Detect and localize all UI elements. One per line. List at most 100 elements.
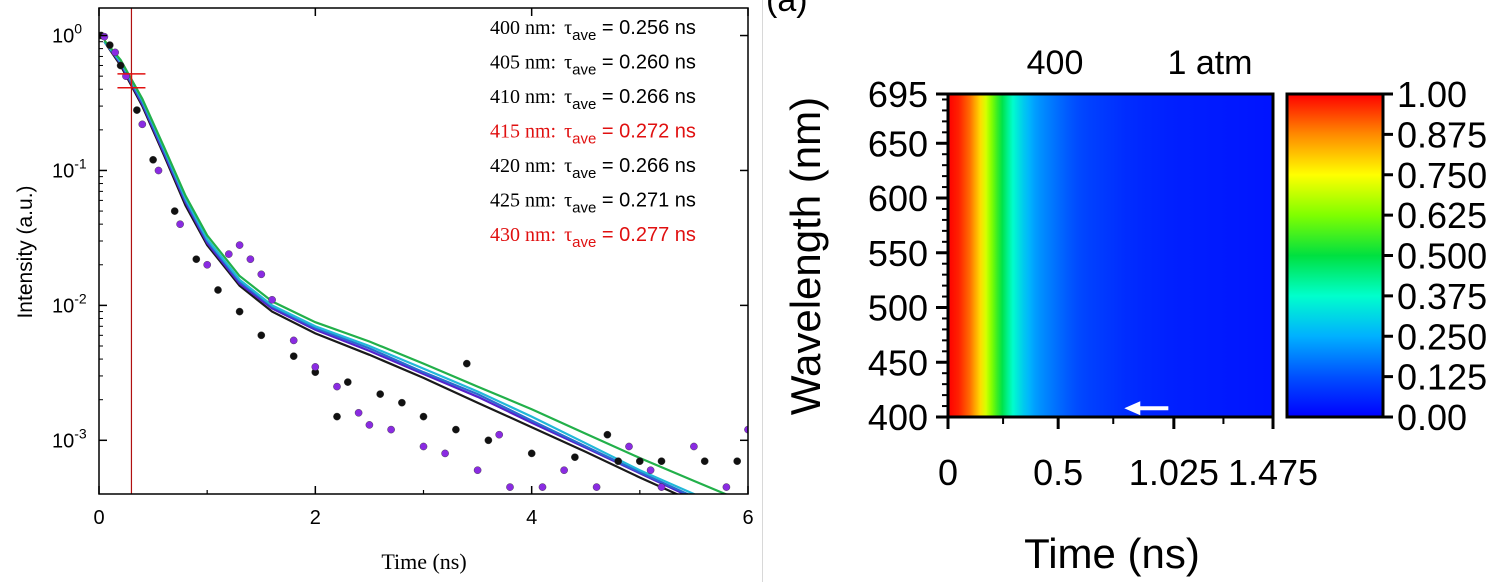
annotation-wavelength: 400 nm: — [490, 17, 556, 39]
fit-curve-0 — [103, 41, 680, 494]
scatter-point-s1 — [441, 449, 449, 458]
scatter-point-s0 — [343, 378, 352, 386]
colorbar — [1285, 92, 1385, 419]
header-left: 400 — [1027, 44, 1084, 82]
heatmap-y-tick-label: 695 — [868, 74, 928, 115]
scatter-point-s0 — [700, 457, 709, 466]
corner-label: (a) — [766, 0, 808, 19]
annotation-tau-symbol: τ — [564, 155, 572, 177]
scatter-point-s0 — [149, 155, 157, 164]
scatter-point-s0 — [170, 207, 179, 215]
scatter-point-s0 — [452, 425, 460, 434]
right-y-axis-label: Wavelength (nm) — [782, 97, 829, 415]
x-tick-label: 0 — [93, 507, 104, 529]
annotation-value: = 0.272 ns — [596, 121, 696, 143]
tau-annotation: 425 nm: τave = 0.271 ns — [490, 190, 696, 217]
scatter-point-s1 — [354, 408, 363, 417]
scatter-point-s1 — [224, 250, 233, 258]
scatter-point-s0 — [376, 390, 385, 398]
scatter-point-s0 — [657, 457, 666, 466]
scatter-point-s0 — [333, 412, 341, 421]
colorbar-tick-label: 0.500 — [1397, 236, 1487, 277]
scatter-point-s0 — [733, 457, 742, 466]
scatter-point-s0 — [419, 412, 428, 421]
scatter-point-s1 — [333, 382, 341, 391]
annotation-tau-symbol: τ — [564, 86, 572, 108]
left-y-axis-label: Intensity (a.u.) — [14, 185, 37, 318]
annotation-subscript: ave — [572, 96, 596, 113]
y-tick-label: 10-1 — [52, 155, 87, 182]
left-x-axis-label: Time (ns) — [381, 549, 466, 574]
scatter-point-s0 — [571, 453, 579, 462]
y-tick-label: 10-3 — [52, 425, 87, 452]
annotation-value: = 0.260 ns — [596, 52, 696, 74]
annotation-tau-symbol: τ — [564, 121, 572, 143]
x-tick-label: 6 — [742, 507, 753, 529]
right-chart: (a) 400 1 atm 0 0.5 1.025 1.475 400 450 500 550… — [766, 0, 1487, 577]
heatmap-y-tick-label: 650 — [868, 123, 928, 164]
heatmap-x-tick-label: 0 — [938, 452, 958, 493]
colorbar-tick-label: 0.00 — [1397, 397, 1467, 438]
annotation-subscript: ave — [572, 27, 596, 44]
scatter-point-s0 — [484, 436, 493, 445]
scatter-point-s0 — [133, 106, 141, 114]
scatter-point-s1 — [560, 466, 568, 475]
heatmap-x-tick-label: 0.5 — [1033, 452, 1083, 493]
colorbar-tick-label: 0.250 — [1397, 316, 1487, 357]
fit-curve-2 — [103, 41, 690, 494]
heatmap-area — [948, 94, 1273, 417]
x-tick-label: 2 — [310, 507, 321, 529]
scatter-point-s1 — [538, 483, 547, 491]
scatter-point-s1 — [246, 255, 255, 264]
annotation-value: = 0.256 ns — [596, 17, 696, 39]
scatter-point-s1 — [111, 48, 119, 57]
scatter-point-s1 — [473, 466, 482, 475]
scatter-point-s1 — [646, 466, 655, 475]
annotation-wavelength: 410 nm: — [490, 86, 556, 108]
scatter-point-s0 — [636, 457, 644, 466]
annotation-value: = 0.266 ns — [596, 86, 696, 108]
annotation-tau-symbol: τ — [564, 17, 572, 39]
header-right: 1 atm — [1167, 44, 1252, 82]
annotation-subscript: ave — [572, 131, 596, 148]
scatter-point-s1 — [625, 442, 633, 451]
scatter-point-s0 — [527, 449, 536, 458]
scatter-point-s1 — [387, 425, 395, 434]
scatter-point-s1 — [268, 295, 276, 304]
scatter-point-s1 — [235, 241, 244, 249]
scatter-point-s0 — [603, 430, 612, 439]
colorbar-tick-label: 0.375 — [1397, 276, 1487, 317]
heatmap-x-tick-label: 1.025 — [1129, 452, 1219, 493]
annotation-wavelength: 425 nm: — [490, 190, 556, 212]
tau-annotation: 400 nm: τave = 0.256 ns — [490, 17, 696, 44]
scatter-point-s0 — [614, 457, 623, 466]
scatter-point-s1 — [203, 260, 211, 269]
scatter-point-s0 — [235, 307, 244, 316]
scatter-point-s0 — [289, 352, 298, 361]
heatmap-y-tick-label: 500 — [868, 288, 928, 329]
annotation-wavelength: 415 nm: — [490, 121, 556, 143]
annotation-tau-symbol: τ — [564, 190, 572, 212]
arrow-head-icon — [1124, 401, 1141, 416]
colorbar-tick-label: 0.875 — [1397, 114, 1487, 155]
tau-annotation: 430 nm: τave = 0.277 ns — [490, 224, 696, 251]
scatter-point-s0 — [462, 359, 471, 368]
scatter-point-s1 — [311, 363, 320, 371]
annotation-value: = 0.266 ns — [596, 155, 696, 177]
y-tick-label: 10-2 — [52, 290, 87, 317]
annotation-value: = 0.271 ns — [596, 190, 696, 212]
scatter-point-s0 — [192, 255, 201, 264]
tau-annotation: 410 nm: τave = 0.266 ns — [490, 86, 696, 113]
left-plot-frame — [98, 7, 749, 495]
annotation-tau-symbol: τ — [564, 224, 572, 246]
scatter-point-s1 — [495, 430, 504, 439]
scatter-point-s1 — [154, 166, 163, 175]
colorbar-tick-label: 0.750 — [1397, 155, 1487, 196]
scatter-point-s1 — [592, 483, 601, 491]
tau-annotation: 415 nm: τave = 0.272 ns — [490, 121, 696, 148]
heatmap-y-tick-label: 450 — [868, 342, 928, 383]
annotation-subscript: ave — [572, 234, 596, 251]
scatter-point-s1 — [744, 425, 748, 434]
